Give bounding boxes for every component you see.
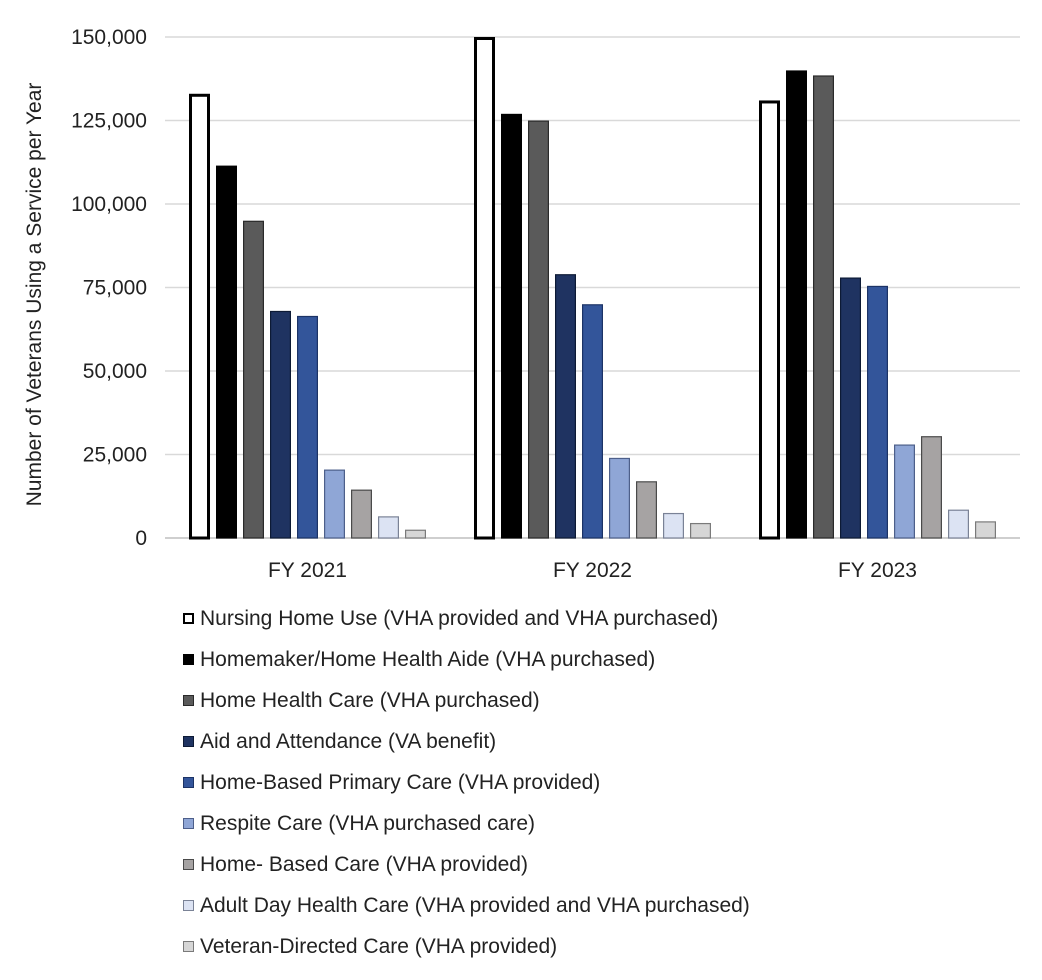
- legend-swatch: [183, 777, 194, 788]
- y-tick-label: 25,000: [83, 444, 147, 467]
- legend-item: Nursing Home Use (VHA provided and VHA p…: [183, 598, 750, 639]
- bar: [974, 521, 996, 539]
- bar: [527, 120, 549, 539]
- bar: [554, 274, 576, 539]
- legend-swatch: [183, 900, 194, 911]
- bar: [893, 444, 915, 539]
- legend-label: Home Health Care (VHA purchased): [200, 688, 540, 712]
- legend-swatch: [183, 613, 194, 624]
- legend-label: Home- Based Care (VHA provided): [200, 852, 528, 876]
- legend-label: Aid and Attendance (VA benefit): [200, 729, 497, 753]
- legend-label: Home-Based Primary Care (VHA provided): [200, 770, 601, 794]
- bar: [324, 469, 346, 539]
- bar: [759, 100, 780, 540]
- bar: [189, 93, 210, 540]
- bar: [608, 457, 630, 539]
- y-tick-label: 100,000: [71, 193, 147, 216]
- legend-item: Home Health Care (VHA purchased): [183, 680, 750, 721]
- bar: [812, 75, 834, 539]
- bar: [866, 285, 888, 539]
- x-tick-label: FY 2021: [268, 559, 347, 582]
- bar: [947, 509, 969, 539]
- bar-chart: 0 25,000 50,000 75,000 100,000 125,000 150,000…: [23, 26, 1020, 582]
- bar: [270, 310, 292, 539]
- legend-swatch: [183, 941, 194, 952]
- bar: [297, 315, 319, 539]
- y-tick-label: 125,000: [71, 110, 147, 133]
- bar: [501, 113, 523, 539]
- legend-item: Adult Day Health Care (VHA provided and …: [183, 885, 750, 926]
- bar: [920, 436, 942, 539]
- x-tick-label: FY 2022: [553, 559, 632, 582]
- legend-label: Nursing Home Use (VHA provided and VHA p…: [200, 606, 719, 630]
- y-tick-label: 75,000: [83, 277, 147, 300]
- legend-swatch: [183, 736, 194, 747]
- bar: [243, 220, 265, 539]
- legend-item: Home- Based Care (VHA provided): [183, 844, 750, 885]
- bar: [405, 529, 427, 539]
- legend-swatch: [183, 654, 194, 665]
- legend-swatch: [183, 859, 194, 870]
- bar: [378, 516, 400, 539]
- bar: [689, 522, 711, 539]
- chart-legend: Nursing Home Use (VHA provided and VHA p…: [183, 598, 750, 967]
- bar: [635, 481, 657, 539]
- bar: [662, 512, 684, 539]
- bar: [474, 37, 495, 540]
- y-tick-label: 50,000: [83, 360, 147, 383]
- y-tick-label: 150,000: [71, 26, 147, 49]
- bar: [839, 277, 861, 539]
- legend-label: Homemaker/Home Health Aide (VHA purchase…: [200, 647, 656, 671]
- legend-item: Aid and Attendance (VA benefit): [183, 721, 750, 762]
- legend-item: Home-Based Primary Care (VHA provided): [183, 762, 750, 803]
- legend-swatch: [183, 695, 194, 706]
- bar: [351, 489, 373, 539]
- bar: [785, 70, 807, 539]
- bar: [216, 165, 238, 539]
- x-tick-label: FY 2023: [838, 559, 917, 582]
- legend-label: Respite Care (VHA purchased care): [200, 811, 535, 835]
- y-axis-title: Number of Veterans Using a Service per Y…: [23, 83, 46, 507]
- legend-swatch: [183, 818, 194, 829]
- bar: [581, 304, 603, 539]
- legend-item: Homemaker/Home Health Aide (VHA purchase…: [183, 639, 750, 680]
- legend-item: Veteran-Directed Care (VHA provided): [183, 926, 750, 967]
- legend-label: Veteran-Directed Care (VHA provided): [200, 934, 558, 958]
- legend-item: Respite Care (VHA purchased care): [183, 803, 750, 844]
- y-tick-label: 0: [135, 527, 147, 550]
- legend-label: Adult Day Health Care (VHA provided and …: [200, 893, 750, 917]
